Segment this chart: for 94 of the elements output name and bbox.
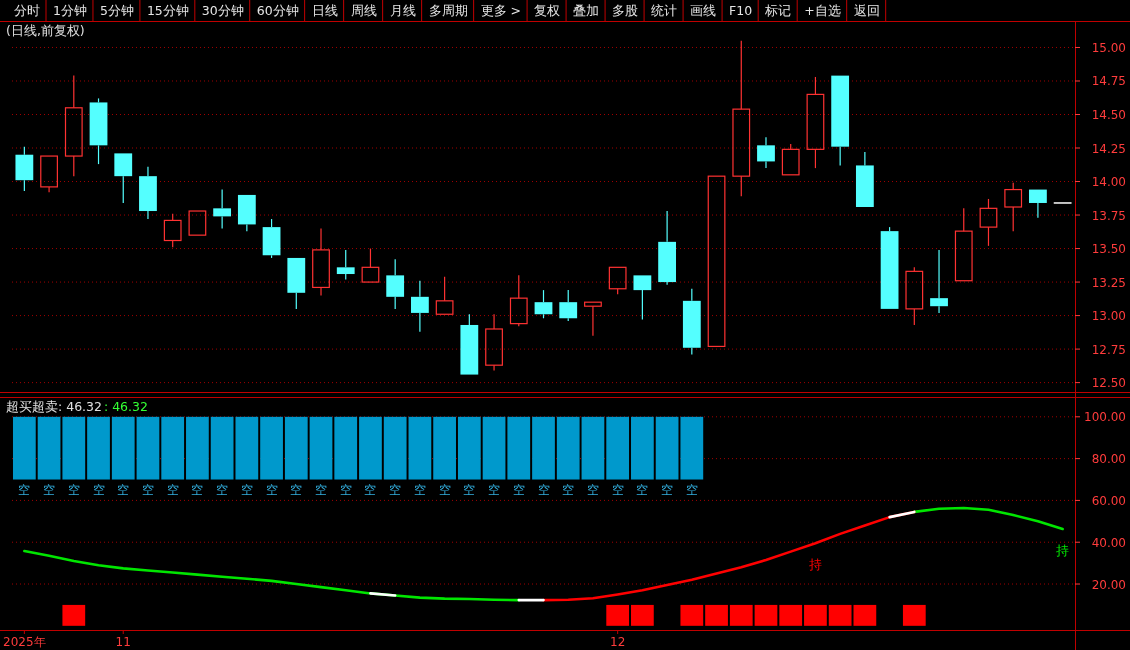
candlestick	[114, 153, 133, 204]
data-label: 空	[265, 482, 278, 497]
y-tick-label: 13.25	[1091, 275, 1126, 290]
data-label: 空	[18, 482, 31, 497]
chart-title: (日线,前复权)	[6, 23, 85, 38]
candlestick	[930, 249, 948, 314]
data-label: 空	[562, 482, 575, 497]
data-label: 空	[240, 482, 253, 497]
data-label: 空	[117, 482, 130, 497]
x-tick-label: 12	[610, 635, 626, 649]
candlestick	[707, 175, 726, 348]
data-label: 空	[537, 482, 550, 497]
y-tick-label: 13.75	[1091, 208, 1126, 223]
candlestick	[361, 247, 380, 283]
candlestick	[831, 75, 850, 167]
y-tick-label: 15.00	[1091, 40, 1126, 55]
text: 多股	[612, 3, 639, 18]
text: 60分钟	[256, 3, 299, 18]
candlestick	[855, 151, 874, 207]
data-label: 持	[1056, 543, 1070, 559]
data-label: 空	[364, 482, 377, 497]
candlestick	[658, 210, 676, 286]
data-label: 空	[43, 482, 56, 497]
y-tick-label: 12.50	[1091, 376, 1126, 391]
candlestick	[732, 40, 751, 197]
data-label: 空	[413, 482, 426, 497]
y-tick-label: 14.75	[1091, 74, 1126, 89]
data-label: 空	[438, 482, 451, 497]
y-tick-label: 20.00	[1091, 577, 1126, 592]
data-label: 空	[389, 482, 402, 497]
data-label: 空	[463, 482, 476, 497]
data-label: 空	[315, 482, 328, 497]
y-tick-label: 80.00	[1091, 452, 1126, 467]
data-label: 空	[191, 482, 204, 497]
data-label: 空	[685, 482, 698, 497]
data-label: 空	[636, 482, 649, 497]
y-tick-label: 13.00	[1091, 309, 1126, 324]
data-label: 空	[141, 482, 154, 497]
x-tick-label: 11	[115, 635, 131, 649]
candlestick	[213, 188, 232, 230]
x-tick-label: 2025年	[3, 635, 46, 649]
text: 画线	[690, 3, 717, 18]
text: 5分钟	[99, 3, 134, 18]
data-label: 空	[290, 482, 303, 497]
data-label: 持	[808, 557, 822, 573]
chart-subtitle: : 46.32	[103, 399, 148, 414]
y-tick-label: 60.00	[1091, 493, 1126, 508]
text: 标记	[764, 3, 792, 18]
data-label: 空	[661, 482, 674, 497]
text: 复权	[534, 3, 561, 18]
data-label: 空	[611, 482, 624, 497]
candlestick	[64, 75, 83, 177]
candlestick	[584, 301, 602, 337]
candlestick	[312, 227, 330, 297]
data-label: 空	[92, 482, 105, 497]
text: 周线	[350, 3, 377, 18]
data-label: 空	[216, 482, 229, 497]
candlestick	[188, 210, 207, 236]
data-label: 空	[488, 482, 501, 497]
y-tick-label: 14.25	[1091, 141, 1126, 156]
text: 多周期	[428, 3, 468, 18]
text: 日线	[311, 3, 338, 18]
candlestick	[633, 275, 652, 321]
candlestick	[757, 136, 775, 169]
candlestick	[40, 155, 58, 193]
text: 15分钟	[146, 3, 189, 18]
data-label: 空	[586, 482, 599, 497]
candlestick	[435, 276, 454, 315]
text: F10	[729, 3, 753, 18]
data-label: 空	[512, 482, 525, 497]
y-tick-label: 12.75	[1091, 342, 1126, 357]
candlestick	[139, 166, 157, 220]
text: 分时	[14, 3, 40, 18]
text: 1分钟	[53, 3, 87, 18]
candlestick	[485, 313, 503, 372]
y-tick-label: 14.50	[1091, 108, 1126, 122]
text: 月线	[389, 3, 416, 18]
data-label: 空	[166, 482, 179, 497]
candlestick	[1029, 189, 1047, 219]
candlestick	[954, 207, 973, 282]
text: 返回	[853, 3, 880, 18]
y-tick-label: 40.00	[1091, 535, 1126, 550]
y-tick-label: 13.50	[1091, 242, 1126, 257]
y-tick-label: 100.00	[1084, 410, 1126, 425]
y-tick-label: 14.00	[1091, 175, 1126, 190]
text: 30分钟	[201, 3, 244, 18]
text: 叠加	[573, 3, 600, 18]
text: +自选	[804, 3, 841, 18]
data-label: 空	[339, 482, 352, 497]
data-label: 空	[67, 482, 80, 497]
candlestick	[411, 280, 429, 333]
chart-title: 超买超卖: 46.32	[6, 399, 102, 414]
text: 统计	[651, 3, 678, 18]
text: 更多 >	[480, 3, 522, 18]
